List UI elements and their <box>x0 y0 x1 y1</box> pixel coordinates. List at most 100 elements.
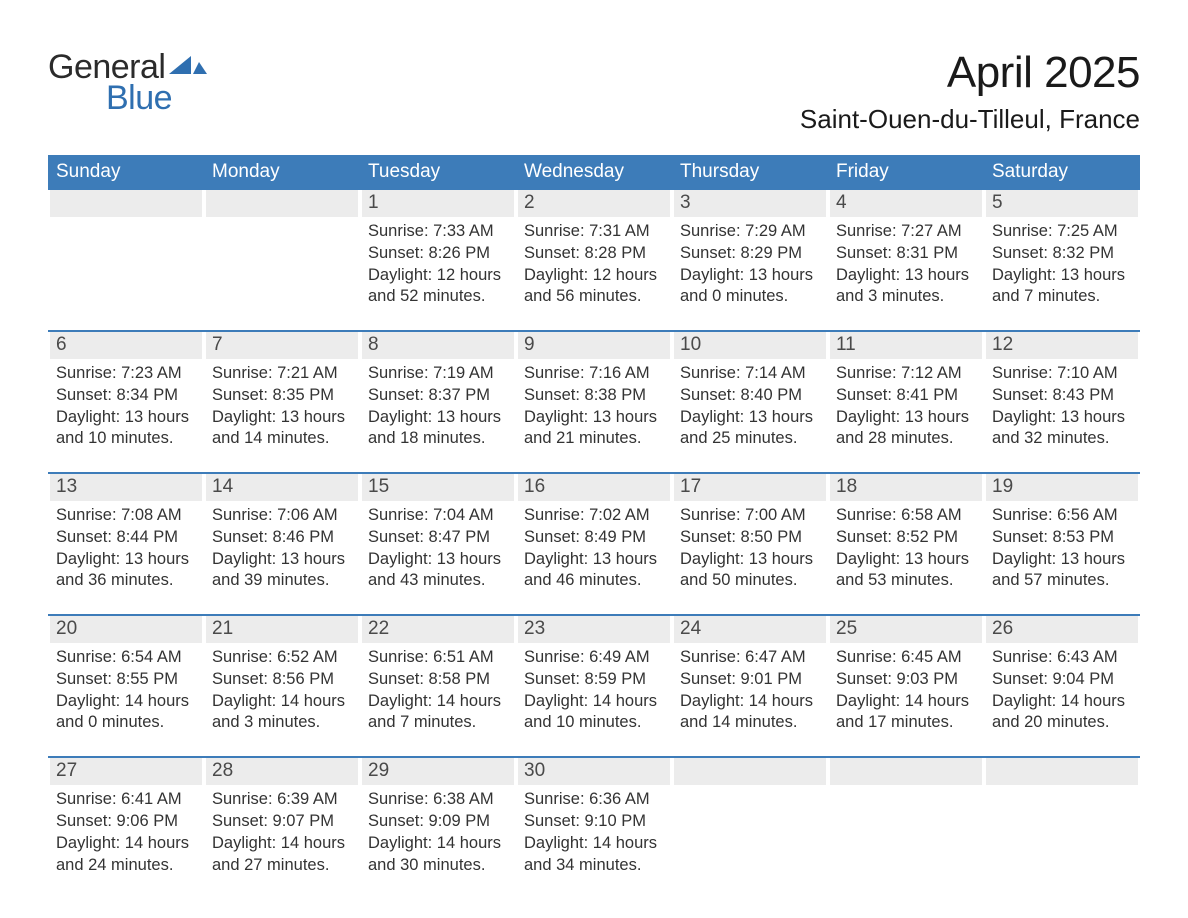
sunset-line: Sunset: 9:01 PM <box>680 669 820 691</box>
sunrise-line: Sunrise: 7:31 AM <box>524 221 664 243</box>
sunset-line: Sunset: 9:03 PM <box>836 669 976 691</box>
sunset-line: Sunset: 8:56 PM <box>212 669 352 691</box>
calendar-day-cell: 29Sunrise: 6:38 AMSunset: 9:09 PMDayligh… <box>360 757 516 898</box>
sunset-line: Sunset: 8:40 PM <box>680 385 820 407</box>
weekday-header: Monday <box>204 155 360 190</box>
day-details: Sunrise: 7:16 AMSunset: 8:38 PMDaylight:… <box>518 359 670 450</box>
day-details: Sunrise: 6:54 AMSunset: 8:55 PMDaylight:… <box>50 643 202 734</box>
calendar-day-cell: 18Sunrise: 6:58 AMSunset: 8:52 PMDayligh… <box>828 473 984 615</box>
daylight-line: Daylight: 13 hours and 14 minutes. <box>212 407 352 451</box>
day-number: 6 <box>50 332 202 359</box>
calendar-day-cell <box>672 757 828 898</box>
calendar-day-cell: 22Sunrise: 6:51 AMSunset: 8:58 PMDayligh… <box>360 615 516 757</box>
day-number: 3 <box>674 190 826 217</box>
day-number: 27 <box>50 758 202 785</box>
day-number: 30 <box>518 758 670 785</box>
sunrise-line: Sunrise: 6:36 AM <box>524 789 664 811</box>
month-title: April 2025 <box>800 48 1140 98</box>
calendar-day-cell <box>48 190 204 331</box>
sunset-line: Sunset: 8:53 PM <box>992 527 1132 549</box>
sunrise-line: Sunrise: 7:10 AM <box>992 363 1132 385</box>
daylight-line: Daylight: 13 hours and 7 minutes. <box>992 265 1132 309</box>
day-number: 2 <box>518 190 670 217</box>
day-details: Sunrise: 7:14 AMSunset: 8:40 PMDaylight:… <box>674 359 826 450</box>
calendar-day-cell: 7Sunrise: 7:21 AMSunset: 8:35 PMDaylight… <box>204 331 360 473</box>
day-number: 17 <box>674 474 826 501</box>
calendar-week-row: 13Sunrise: 7:08 AMSunset: 8:44 PMDayligh… <box>48 473 1140 615</box>
day-number: 9 <box>518 332 670 359</box>
day-details: Sunrise: 6:36 AMSunset: 9:10 PMDaylight:… <box>518 785 670 876</box>
weekday-header: Sunday <box>48 155 204 190</box>
day-details: Sunrise: 6:56 AMSunset: 8:53 PMDaylight:… <box>986 501 1138 592</box>
day-details: Sunrise: 7:33 AMSunset: 8:26 PMDaylight:… <box>362 217 514 308</box>
daylight-line: Daylight: 13 hours and 18 minutes. <box>368 407 508 451</box>
calendar-week-row: 1Sunrise: 7:33 AMSunset: 8:26 PMDaylight… <box>48 190 1140 331</box>
daylight-line: Daylight: 14 hours and 17 minutes. <box>836 691 976 735</box>
daylight-line: Daylight: 13 hours and 57 minutes. <box>992 549 1132 593</box>
day-details: Sunrise: 7:10 AMSunset: 8:43 PMDaylight:… <box>986 359 1138 450</box>
calendar-day-cell: 3Sunrise: 7:29 AMSunset: 8:29 PMDaylight… <box>672 190 828 331</box>
day-number <box>206 190 358 217</box>
calendar-header-row: SundayMondayTuesdayWednesdayThursdayFrid… <box>48 155 1140 190</box>
daylight-line: Daylight: 14 hours and 27 minutes. <box>212 833 352 877</box>
sunset-line: Sunset: 8:46 PM <box>212 527 352 549</box>
day-number: 10 <box>674 332 826 359</box>
day-details: Sunrise: 6:51 AMSunset: 8:58 PMDaylight:… <box>362 643 514 734</box>
page-header: General Blue April 2025 Saint-Ouen-du-Ti… <box>48 48 1140 135</box>
calendar-day-cell: 11Sunrise: 7:12 AMSunset: 8:41 PMDayligh… <box>828 331 984 473</box>
day-details: Sunrise: 6:45 AMSunset: 9:03 PMDaylight:… <box>830 643 982 734</box>
sunset-line: Sunset: 8:58 PM <box>368 669 508 691</box>
weekday-header: Friday <box>828 155 984 190</box>
day-details: Sunrise: 6:43 AMSunset: 9:04 PMDaylight:… <box>986 643 1138 734</box>
daylight-line: Daylight: 13 hours and 43 minutes. <box>368 549 508 593</box>
weekday-header: Wednesday <box>516 155 672 190</box>
day-details: Sunrise: 7:19 AMSunset: 8:37 PMDaylight:… <box>362 359 514 450</box>
day-details: Sunrise: 7:00 AMSunset: 8:50 PMDaylight:… <box>674 501 826 592</box>
sunset-line: Sunset: 8:43 PM <box>992 385 1132 407</box>
calendar-day-cell: 15Sunrise: 7:04 AMSunset: 8:47 PMDayligh… <box>360 473 516 615</box>
sunset-line: Sunset: 8:29 PM <box>680 243 820 265</box>
daylight-line: Daylight: 13 hours and 39 minutes. <box>212 549 352 593</box>
daylight-line: Daylight: 13 hours and 0 minutes. <box>680 265 820 309</box>
sunrise-line: Sunrise: 7:08 AM <box>56 505 196 527</box>
day-number: 15 <box>362 474 514 501</box>
day-number: 5 <box>986 190 1138 217</box>
day-details: Sunrise: 7:06 AMSunset: 8:46 PMDaylight:… <box>206 501 358 592</box>
sunrise-line: Sunrise: 6:58 AM <box>836 505 976 527</box>
sunset-line: Sunset: 9:07 PM <box>212 811 352 833</box>
weekday-header: Thursday <box>672 155 828 190</box>
sunrise-line: Sunrise: 7:19 AM <box>368 363 508 385</box>
daylight-line: Daylight: 12 hours and 56 minutes. <box>524 265 664 309</box>
calendar-week-row: 20Sunrise: 6:54 AMSunset: 8:55 PMDayligh… <box>48 615 1140 757</box>
sunset-line: Sunset: 8:55 PM <box>56 669 196 691</box>
sunset-line: Sunset: 8:44 PM <box>56 527 196 549</box>
daylight-line: Daylight: 12 hours and 52 minutes. <box>368 265 508 309</box>
sunrise-line: Sunrise: 6:38 AM <box>368 789 508 811</box>
calendar-day-cell: 27Sunrise: 6:41 AMSunset: 9:06 PMDayligh… <box>48 757 204 898</box>
sunset-line: Sunset: 9:10 PM <box>524 811 664 833</box>
day-details: Sunrise: 6:49 AMSunset: 8:59 PMDaylight:… <box>518 643 670 734</box>
day-details: Sunrise: 6:52 AMSunset: 8:56 PMDaylight:… <box>206 643 358 734</box>
day-details: Sunrise: 6:41 AMSunset: 9:06 PMDaylight:… <box>50 785 202 876</box>
calendar-day-cell: 26Sunrise: 6:43 AMSunset: 9:04 PMDayligh… <box>984 615 1140 757</box>
day-number: 7 <box>206 332 358 359</box>
calendar-week-row: 27Sunrise: 6:41 AMSunset: 9:06 PMDayligh… <box>48 757 1140 898</box>
day-number: 4 <box>830 190 982 217</box>
day-details: Sunrise: 7:27 AMSunset: 8:31 PMDaylight:… <box>830 217 982 308</box>
calendar-day-cell: 19Sunrise: 6:56 AMSunset: 8:53 PMDayligh… <box>984 473 1140 615</box>
daylight-line: Daylight: 13 hours and 32 minutes. <box>992 407 1132 451</box>
sunrise-line: Sunrise: 7:06 AM <box>212 505 352 527</box>
calendar-day-cell: 17Sunrise: 7:00 AMSunset: 8:50 PMDayligh… <box>672 473 828 615</box>
day-number: 11 <box>830 332 982 359</box>
sunrise-line: Sunrise: 7:14 AM <box>680 363 820 385</box>
weekday-header: Saturday <box>984 155 1140 190</box>
calendar-day-cell <box>204 190 360 331</box>
location-subtitle: Saint-Ouen-du-Tilleul, France <box>800 104 1140 135</box>
day-details: Sunrise: 6:47 AMSunset: 9:01 PMDaylight:… <box>674 643 826 734</box>
sunrise-line: Sunrise: 6:41 AM <box>56 789 196 811</box>
day-number: 12 <box>986 332 1138 359</box>
day-details: Sunrise: 6:58 AMSunset: 8:52 PMDaylight:… <box>830 501 982 592</box>
daylight-line: Daylight: 14 hours and 3 minutes. <box>212 691 352 735</box>
day-number <box>50 190 202 217</box>
day-details: Sunrise: 7:31 AMSunset: 8:28 PMDaylight:… <box>518 217 670 308</box>
